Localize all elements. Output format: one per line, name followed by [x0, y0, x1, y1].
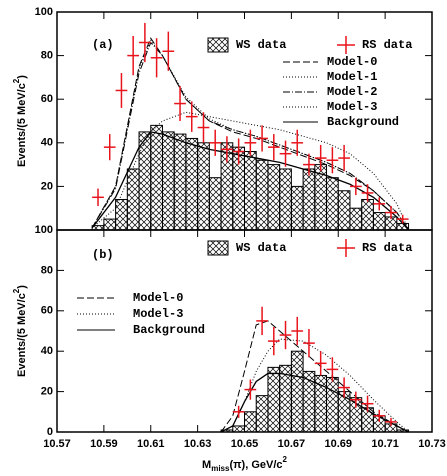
- x-label-main: M: [202, 459, 211, 471]
- legend-rs-swatch: [337, 36, 355, 54]
- ws-bar: [208, 177, 222, 230]
- ws-bar: [326, 376, 339, 432]
- ws-bar: [197, 142, 210, 230]
- x-tick-label: 10.65: [231, 438, 259, 450]
- legend-label: Model-3: [133, 307, 183, 321]
- x-tick-label: 10.59: [90, 438, 118, 450]
- x-label-sub: miss: [211, 464, 230, 473]
- y-tick-label: 20: [41, 386, 53, 398]
- legend-ws-swatch: [207, 240, 229, 256]
- legend-label: Model-0: [327, 55, 377, 69]
- ws-bar: [290, 350, 304, 432]
- legend-label: Background: [327, 115, 399, 129]
- y-tick-label: 80: [41, 50, 53, 62]
- x-label-sup: 2: [283, 455, 288, 464]
- y-tick-label: 60: [41, 305, 53, 317]
- ws-bar: [173, 133, 187, 230]
- x-tick-label: 10.57: [43, 438, 71, 450]
- panel-label: (b): [92, 248, 114, 262]
- y-tick-label: 40: [41, 345, 53, 357]
- ws-bar: [185, 137, 199, 230]
- ws-bar: [255, 395, 269, 432]
- legend-label: Background: [133, 323, 205, 337]
- ws-bar: [267, 164, 281, 230]
- ws-bar: [396, 429, 410, 432]
- ws-bar: [103, 218, 117, 230]
- ws-bar: [138, 131, 152, 230]
- legend-label: Model-2: [327, 85, 377, 99]
- ws-bar: [255, 159, 269, 230]
- ws-bar: [161, 131, 175, 230]
- model-curve: [220, 320, 409, 432]
- ws-bar: [349, 207, 363, 230]
- x-label-rest: (π), GeV/c: [229, 459, 282, 471]
- ws-bar: [150, 124, 163, 230]
- legend-label: Model-1: [327, 70, 377, 84]
- y-tick-label: 40: [41, 137, 53, 149]
- model-curve: [91, 111, 410, 230]
- ws-bar: [337, 190, 351, 230]
- y-label-main: Events/(5 MeV/c: [16, 293, 28, 377]
- plot-area: [220, 306, 410, 432]
- x-tick-label: 10.63: [184, 438, 212, 450]
- model-curve: [91, 131, 410, 230]
- x-tick-label: 10.67: [278, 438, 306, 450]
- y-label-main: Events/(5 MeV/c: [16, 83, 28, 167]
- legend-rs-label: RS data: [362, 38, 412, 52]
- ws-bar: [302, 168, 316, 230]
- x-tick-label: 10.73: [418, 438, 446, 450]
- legend-rs-swatch: [337, 239, 355, 257]
- y-label-end: ): [16, 75, 28, 79]
- x-tick-label: 10.61: [137, 438, 165, 450]
- ws-bar: [267, 366, 281, 432]
- legend-rs-label: RS data: [362, 241, 412, 255]
- x-axis-label: Mmiss(π), GeV/c2: [202, 455, 287, 473]
- x-tick-label: 10.69: [324, 438, 352, 450]
- ws-bar: [232, 425, 245, 432]
- plot-area: [91, 22, 410, 230]
- ws-bar: [372, 212, 386, 230]
- ws-bar: [115, 198, 128, 230]
- legend-ws-label: WS data: [236, 241, 286, 255]
- ws-bar: [326, 177, 339, 230]
- y-tick-label: 100: [35, 224, 53, 236]
- legend-ws-swatch: [207, 37, 229, 53]
- ws-bar: [244, 411, 257, 432]
- y-label-end: ): [16, 285, 28, 289]
- x-tick-label: 10.71: [371, 438, 399, 450]
- ws-bar: [290, 185, 304, 230]
- ws-bar: [279, 168, 292, 230]
- y-tick-label: 20: [41, 180, 53, 192]
- y-axis-label: Events/(5 MeV/c2): [12, 75, 28, 167]
- legend-ws-label: WS data: [236, 38, 286, 52]
- y-tick-label: 80: [41, 264, 53, 276]
- y-tick-label: 100: [35, 6, 53, 18]
- y-tick-label: 0: [47, 426, 53, 438]
- model-curve: [91, 41, 409, 230]
- legend-label: Model-3: [327, 100, 377, 114]
- ws-bar: [361, 198, 374, 230]
- legend-label: Model-0: [133, 291, 183, 305]
- y-label-sup: 2: [12, 288, 21, 293]
- ws-bar: [244, 151, 257, 230]
- y-axis-label: Events/(5 MeV/c2): [12, 285, 28, 377]
- y-tick-label: 60: [41, 93, 53, 105]
- panel-label: (a): [92, 38, 114, 52]
- y-label-sup: 2: [12, 78, 21, 83]
